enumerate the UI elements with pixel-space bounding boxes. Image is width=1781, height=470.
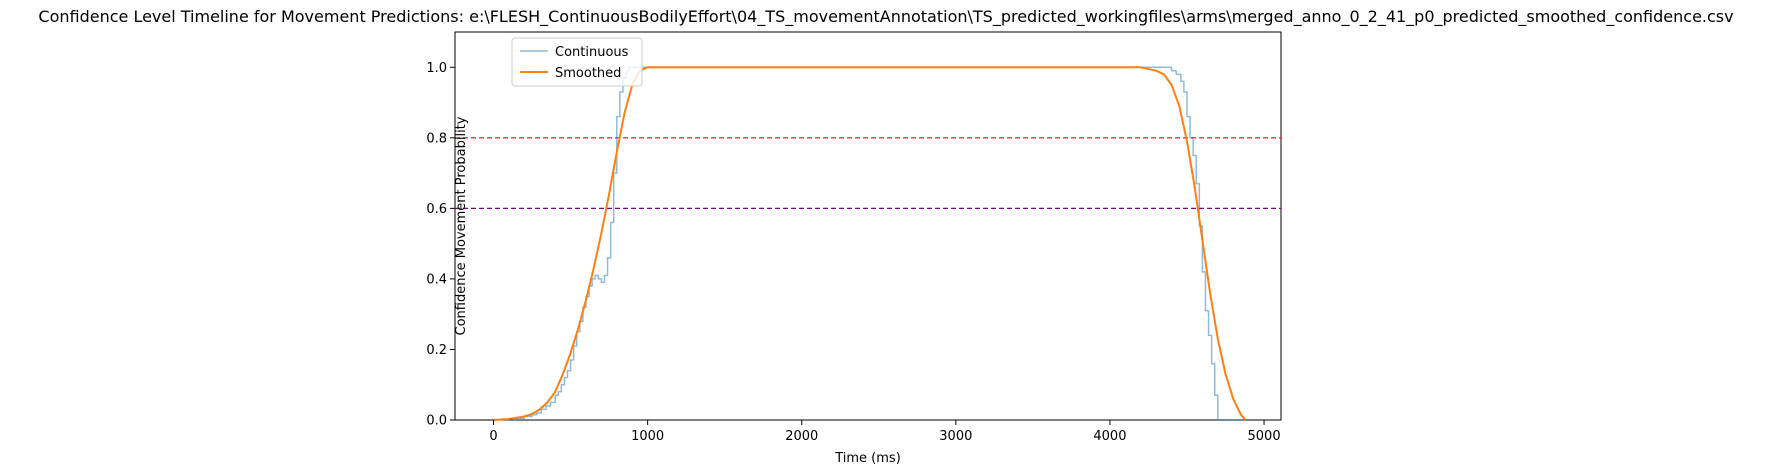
y-tick-label: 0.0 <box>426 414 447 429</box>
y-tick-label: 1.0 <box>426 61 447 76</box>
x-tick-label: 3000 <box>939 429 972 444</box>
x-tick-label: 2000 <box>785 429 818 444</box>
y-axis-ticks: 0.0 0.2 0.4 0.6 0.8 1.0 <box>426 61 455 429</box>
series-line-continuous <box>493 66 1246 421</box>
y-axis-label: Confidence Movement Probability <box>454 116 469 335</box>
series-layer <box>493 66 1247 421</box>
x-axis-label: Time (ms) <box>834 451 901 466</box>
legend: Continuous Smoothed <box>511 37 643 87</box>
legend-box <box>511 37 643 87</box>
series-line-smoothed <box>493 66 1247 421</box>
legend-smoothed-label: Smoothed <box>555 66 621 81</box>
y-tick-label: 0.8 <box>426 131 447 146</box>
y-tick-label: 0.4 <box>426 272 447 287</box>
chart-title: Confidence Level Timeline for Movement P… <box>38 7 1733 27</box>
x-tick-label: 0 <box>489 429 497 444</box>
x-axis-ticks: 0 1000 2000 3000 4000 5000 <box>489 420 1281 444</box>
x-tick-label: 1000 <box>631 429 664 444</box>
reference-lines <box>455 137 1281 209</box>
y-tick-label: 0.6 <box>426 202 447 217</box>
legend-continuous-label: Continuous <box>555 45 629 60</box>
x-tick-label: 4000 <box>1093 429 1126 444</box>
plot-frame <box>454 31 1282 421</box>
y-tick-label: 0.2 <box>426 343 447 358</box>
x-tick-label: 5000 <box>1248 429 1281 444</box>
